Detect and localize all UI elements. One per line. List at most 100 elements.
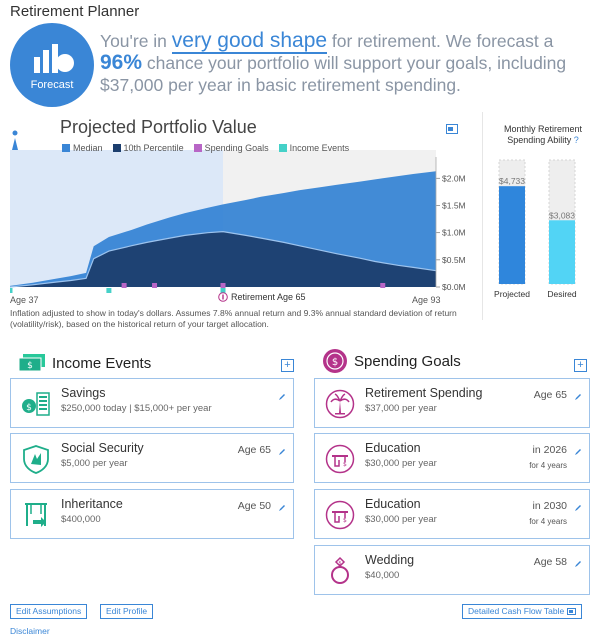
chart-legend: Median 10th Percentile Spending Goals In… (62, 143, 349, 153)
portfolio-chart: $2.0M $1.5M $1.0M $0.5M $0.0M Projected Port… (10, 112, 480, 332)
graduation-cap-icon: $ (325, 500, 355, 530)
headline-text-2: for retirement. We forecast a (327, 31, 554, 51)
card-name: Education (365, 441, 421, 455)
forecast-headline: You're in very good shape for retirement… (100, 29, 590, 96)
chart-title: Projected Portfolio Value (60, 117, 257, 137)
legend-swatch (62, 144, 70, 152)
income-card-savings[interactable]: $ Savings $250,000 today | $15,000+ per … (10, 378, 294, 428)
portfolio-chart-svg: $2.0M $1.5M $1.0M $0.5M $0.0M (10, 150, 466, 293)
disclaimer-link[interactable]: Disclaimer (10, 626, 50, 636)
forecast-bars-icon (34, 44, 74, 73)
spending-goal-marker (121, 283, 127, 288)
line-10th-percentile (10, 230, 437, 288)
card-name: Social Security (61, 441, 144, 455)
cash-flow-table-label: Detailed Cash Flow Table (468, 606, 565, 616)
inheritance-icon (25, 503, 47, 527)
shield-icon (23, 445, 49, 474)
x-label-age-start: Age 37 (10, 295, 39, 305)
headline-highlight: very good shape (171, 29, 328, 54)
savings-icon: $ (22, 392, 50, 416)
pencil-icon[interactable] (574, 560, 582, 568)
bar-desired (549, 220, 575, 284)
card-year: in 2030 (532, 500, 567, 512)
income-card-inheritance[interactable]: Inheritance $400,000 Age 50 (10, 489, 294, 539)
income-card-social-security[interactable]: Social Security $5,000 per year Age 65 (10, 433, 294, 483)
y-tick-label: $0.0M (442, 282, 466, 292)
spending-goals-header: $ Spending Goals (322, 348, 461, 374)
card-name: Inheritance (61, 497, 123, 511)
cash-flow-table-button[interactable]: Detailed Cash Flow Table (462, 604, 582, 619)
legend-item-spending-goals: Spending Goals (193, 143, 269, 153)
spending-goal-marker (152, 283, 158, 288)
card-detail: $400,000 (61, 514, 101, 525)
headline-percent: 96% (100, 51, 143, 74)
spending-goals-icon: $ (323, 349, 347, 373)
legend-swatch (193, 144, 202, 152)
area-10th-percentile (10, 231, 436, 287)
card-age: Age 65 (533, 389, 567, 401)
card-name: Retirement Spending (365, 386, 483, 400)
legend-item-income-events: Income Events (278, 143, 349, 153)
forecast-label: Forecast (30, 79, 74, 91)
ring-icon: $ (331, 556, 349, 584)
goal-card-education-2026[interactable]: $ Education $30,000 per year in 2026 for… (314, 433, 590, 483)
copy-chart-icon[interactable] (446, 124, 458, 134)
income-event-marker (220, 288, 226, 293)
pencil-icon[interactable] (574, 504, 582, 512)
money-icon: $ (18, 354, 45, 372)
card-name: Wedding (365, 553, 415, 567)
edit-assumptions-button[interactable]: Edit Assumptions (10, 604, 88, 619)
card-name: Education (365, 497, 421, 511)
headline-text-3: chance your portfolio will support your … (100, 53, 567, 95)
card-detail: $30,000 per year (365, 514, 437, 525)
x-label-age-end: Age 93 (412, 295, 441, 305)
card-detail: $5,000 per year (61, 458, 128, 469)
legend-item-10th-percentile: 10th Percentile (112, 143, 184, 153)
income-event-marker (106, 288, 112, 293)
svg-text:$: $ (27, 361, 33, 371)
bar-value-label: $4,733 (499, 176, 525, 186)
help-icon[interactable]: ? (573, 135, 579, 145)
edit-profile-button[interactable]: Edit Profile (100, 604, 154, 619)
income-events-title: Income Events (52, 354, 152, 372)
headline-text-1: You're in (100, 31, 172, 51)
spending-goals-title: Spending Goals (354, 352, 461, 370)
legend-label: Median (73, 143, 103, 153)
card-detail: $40,000 (365, 570, 400, 581)
monthly-bar-chart: $4,733 Projected $3,083 Desired (494, 159, 577, 299)
goal-card-retirement-spending[interactable]: Retirement Spending $37,000 per year Age… (314, 378, 590, 428)
pencil-icon[interactable] (278, 393, 286, 401)
y-tick-label: $1.0M (442, 228, 466, 238)
monthly-spending-panel: Monthly Retirement Spending Ability ? $4… (482, 112, 594, 320)
card-detail: $37,000 per year (365, 403, 437, 414)
pencil-icon[interactable] (278, 504, 286, 512)
card-duration: for 4 years (529, 461, 567, 470)
spending-goal-marker (220, 283, 226, 288)
bar-category-label: Desired (547, 289, 577, 299)
card-age: Age 65 (237, 444, 271, 456)
pencil-icon[interactable] (574, 448, 582, 456)
retirement-icon (218, 292, 228, 302)
retirement-marker[interactable]: Retirement Age 65 (218, 292, 306, 302)
pencil-icon[interactable] (278, 448, 286, 456)
retirement-marker-label: Retirement Age 65 (231, 292, 306, 302)
card-detail: $30,000 per year (365, 458, 437, 469)
add-spending-goal-button[interactable]: + (574, 359, 587, 372)
svg-text:$: $ (343, 517, 347, 524)
card-name: Savings (61, 386, 106, 400)
card-detail: $250,000 today | $15,000+ per year (61, 403, 212, 414)
add-income-event-button[interactable]: + (281, 359, 294, 372)
y-tick-label: $2.0M (442, 173, 466, 183)
monthly-title-text: Monthly Retirement Spending Ability (503, 124, 583, 145)
svg-text:$: $ (343, 461, 347, 468)
inflation-note: Inflation adjusted to show in today's do… (10, 308, 457, 329)
goal-card-wedding[interactable]: $ Wedding $40,000 Age 58 (314, 545, 590, 595)
spending-goal-marker (380, 283, 386, 288)
pencil-icon[interactable] (574, 393, 582, 401)
forecast-badge[interactable]: Forecast (10, 23, 94, 107)
card-duration: for 4 years (529, 517, 567, 526)
card-age: Age 58 (533, 556, 567, 568)
goal-card-education-2030[interactable]: $ Education $30,000 per year in 2030 for… (314, 489, 590, 539)
svg-text:$: $ (338, 561, 341, 567)
legend-item-median: Median (62, 143, 103, 153)
